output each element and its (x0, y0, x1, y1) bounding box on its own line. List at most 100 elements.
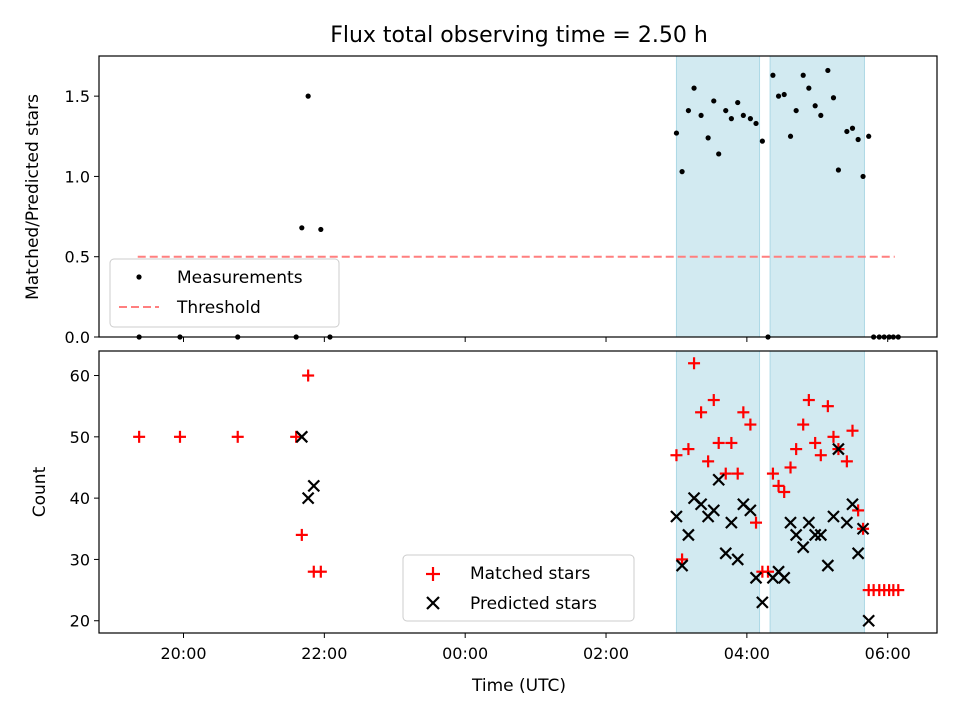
y-tick-label: 0.0 (65, 328, 90, 347)
matched-star-point (744, 418, 757, 431)
predicted-star-point (744, 504, 757, 517)
matched-star-point (737, 406, 750, 419)
matched-star-point (802, 394, 815, 407)
top-legend: Measurements Threshold (109, 258, 340, 328)
measurement-point (728, 116, 734, 122)
measurement-point (775, 93, 782, 99)
predicted-star-point (808, 528, 822, 542)
predicted-star-point (789, 528, 803, 542)
top-x-ticks (183, 337, 889, 342)
top-legend-box (109, 258, 340, 328)
matched-star-point (750, 516, 763, 529)
matched-star-point (695, 406, 708, 419)
x-tick-label: 20:00 (160, 644, 206, 663)
matched-star-point (302, 369, 315, 382)
y-tick-label: 20 (70, 612, 90, 631)
matched-star-point (173, 430, 186, 443)
predicted-star-point (725, 516, 738, 529)
predicted-star-point (712, 473, 725, 487)
measurement-point (787, 133, 794, 139)
measurement-point (866, 133, 872, 139)
matched-star-point (133, 430, 146, 443)
predicted-star-point (301, 491, 315, 505)
legend-matched-label: Matched stars (470, 564, 590, 584)
predicted-star-point (832, 442, 845, 456)
top-axes: 0.0 0.5 1.0 1.5 Matched/Predicted stars Mea… (23, 55, 938, 347)
legend-predicted-label: Predicted stars (470, 594, 597, 614)
predicted-star-point (851, 547, 865, 560)
measurement-point (685, 107, 692, 114)
predicted-star-point (814, 528, 828, 542)
matched-star-point (827, 430, 840, 443)
observing-interval-1 (675, 55, 761, 338)
predicted-star-point (307, 479, 321, 493)
measurement-point (806, 85, 812, 91)
measurement-point (711, 98, 717, 104)
matched-star-point (840, 455, 853, 468)
measurement-point (844, 128, 850, 135)
matched-star-point (766, 467, 779, 480)
top-shaded-intervals (675, 55, 865, 338)
measurement-point (747, 116, 753, 122)
matched-star-point (797, 418, 810, 431)
y-tick-label: 40 (70, 489, 90, 508)
predicted-star-point (731, 553, 744, 566)
matched-star-point (778, 486, 791, 498)
predicted-star-point (827, 510, 840, 523)
predicted-star-point (675, 559, 689, 572)
predicted-star-point (756, 596, 769, 609)
measurement-point (716, 151, 722, 157)
bottom-x-ticks: 20:00 22:00 00:00 02:00 04:00 06:00 (160, 633, 911, 663)
measurement-point (849, 125, 856, 131)
measurement-point (835, 167, 842, 173)
matched-star-point (725, 436, 738, 449)
measurement-point (812, 103, 818, 109)
measurement-point (679, 169, 685, 175)
predicted-star-point (295, 430, 309, 444)
bottom-y-axis-label: Count (30, 466, 50, 517)
matched-star-point (231, 430, 244, 443)
measurement-point (793, 107, 799, 114)
predicted-star-point (796, 540, 810, 554)
y-tick-label: 30 (70, 550, 90, 569)
measurement-point (698, 112, 704, 119)
predicted-star-point (862, 614, 875, 628)
predicted-star-point (840, 516, 854, 529)
matched-star-point (731, 467, 744, 480)
x-tick-label: 06:00 (865, 644, 911, 663)
predicted-star-point (694, 497, 708, 511)
predicted-star-point (821, 559, 835, 572)
observing-interval-1 (675, 350, 761, 634)
matched-star-point (892, 584, 905, 597)
measurement-point (759, 138, 765, 144)
predicted-star-point (719, 547, 733, 560)
y-tick-label: 60 (70, 367, 90, 386)
matched-star-point (719, 467, 732, 480)
chart-title: Flux total observing time = 2.50 h (330, 23, 708, 48)
matched-star-point (290, 430, 303, 443)
x-axis-label: Time (UTC) (471, 676, 566, 696)
predicted-star-point (682, 528, 695, 542)
measurement-point (673, 130, 680, 136)
measurement-point (318, 226, 324, 233)
measurement-point (855, 136, 861, 143)
matched-star-point (821, 400, 834, 413)
measurement-point (818, 112, 824, 119)
measurements-legend-marker (136, 274, 142, 280)
legend-measurements-label: Measurements (177, 268, 303, 288)
bottom-shaded-intervals (675, 350, 865, 634)
measurement-point (705, 135, 711, 141)
matched-star-points (133, 357, 905, 597)
top-y-axis-label: Matched/Predicted stars (23, 94, 43, 300)
matched-star-point (682, 443, 695, 456)
y-tick-label: 1.0 (65, 167, 90, 186)
matched-star-point (814, 449, 827, 462)
matched-star-point (688, 357, 701, 370)
predicted-star-point (707, 504, 721, 517)
measurement-point (723, 107, 729, 114)
matched-star-point (809, 436, 822, 449)
observing-interval-2 (769, 55, 865, 338)
matched-star-point (707, 394, 720, 407)
measurement-point (735, 99, 741, 106)
